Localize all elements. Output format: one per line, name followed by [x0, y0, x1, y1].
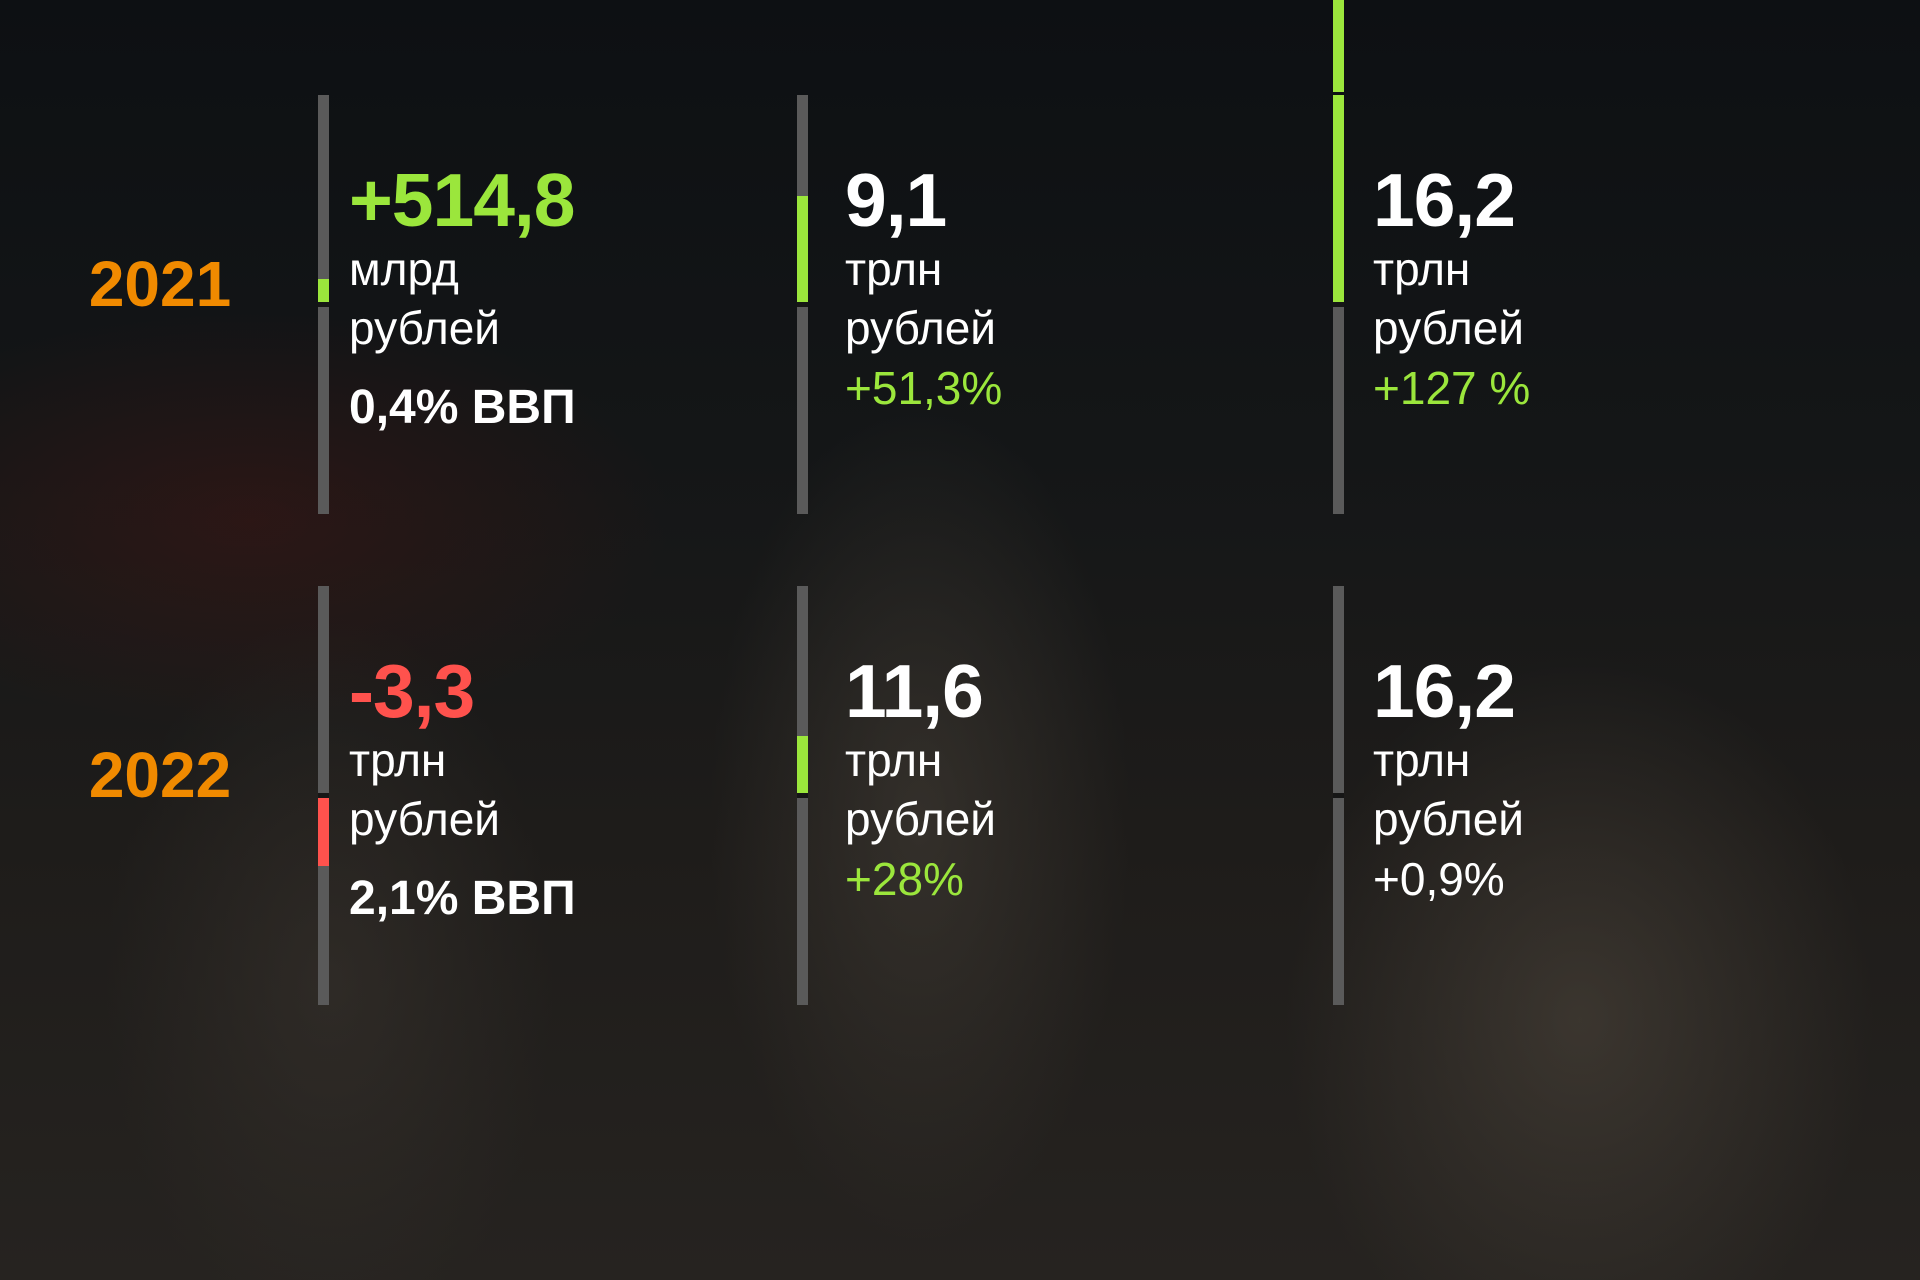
- bar-midline: [1333, 793, 1344, 798]
- value: 11,6: [845, 649, 984, 733]
- bar-fill: [318, 798, 329, 866]
- value: 16,2: [1373, 649, 1516, 733]
- unit-label: трлн: [1373, 243, 1471, 295]
- bar-fill: [797, 736, 808, 793]
- currency-label: рублей: [1373, 302, 1524, 354]
- indicator-bar: [318, 586, 329, 1005]
- growth-rate: +0,9%: [1373, 853, 1505, 905]
- value: 16,2: [1373, 158, 1516, 242]
- value: -3,3: [349, 649, 475, 733]
- currency-label: рублей: [845, 793, 996, 845]
- indicator-bar: [318, 95, 329, 514]
- unit-label: трлн: [845, 734, 943, 786]
- unit-label: трлн: [845, 243, 943, 295]
- indicator-bar: [797, 95, 808, 514]
- bar-fill: [318, 279, 329, 302]
- bar-overflow: [1333, 0, 1344, 92]
- value: +514,8: [349, 158, 575, 242]
- growth-rate: +127 %: [1373, 362, 1531, 414]
- bar-midline: [797, 793, 808, 798]
- value: 9,1: [845, 158, 947, 242]
- bar-midline: [318, 302, 329, 307]
- year-label: 2022: [88, 739, 232, 811]
- bar-fill: [1333, 95, 1344, 302]
- gdp-share: 0,4% ВВП: [349, 381, 576, 434]
- unit-label: трлн: [1373, 734, 1471, 786]
- gdp-share: 2,1% ВВП: [349, 872, 576, 925]
- bar-midline: [797, 302, 808, 307]
- unit-label: млрд: [349, 243, 459, 295]
- year-label: 2021: [88, 248, 232, 320]
- unit-label: трлн: [349, 734, 447, 786]
- currency-label: рублей: [1373, 793, 1524, 845]
- currency-label: рублей: [845, 302, 996, 354]
- indicator-bar: [1333, 0, 1344, 514]
- growth-rate: +28%: [845, 853, 964, 905]
- currency-label: рублей: [349, 793, 500, 845]
- bar-midline: [318, 793, 329, 798]
- indicator-bar: [1333, 586, 1344, 1005]
- currency-label: рублей: [349, 302, 500, 354]
- growth-rate: +51,3%: [845, 362, 1003, 414]
- bar-fill: [797, 196, 808, 302]
- indicator-bar: [797, 586, 808, 1005]
- bar-midline: [1333, 302, 1344, 307]
